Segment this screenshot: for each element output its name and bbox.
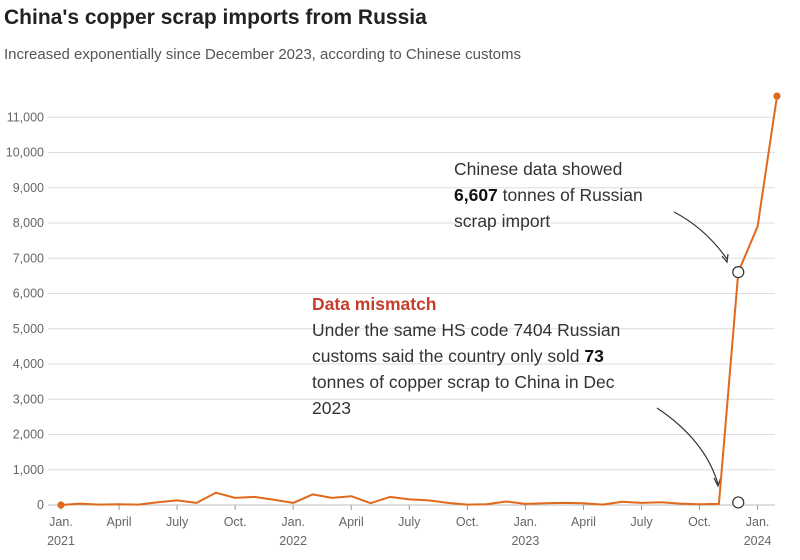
x-tick-label: April bbox=[339, 515, 364, 529]
x-tick-label: July bbox=[166, 515, 189, 529]
data-point-marker bbox=[57, 501, 65, 509]
y-tick-label: 2,000 bbox=[13, 428, 44, 442]
x-tick-label: Jan. bbox=[49, 515, 73, 529]
annotation-arrows bbox=[656, 211, 729, 488]
annotation-arrowhead-chinese bbox=[721, 253, 729, 264]
annotation-chinese-data: Chinese data showed 6,607 tonnes of Russ… bbox=[454, 156, 643, 234]
annotation-mismatch-value: 73 bbox=[584, 346, 604, 366]
x-tick-year-label: 2024 bbox=[744, 534, 772, 548]
x-tick-year-label: 2022 bbox=[279, 534, 307, 548]
y-tick-label: 4,000 bbox=[13, 357, 44, 371]
x-tick-label: Jan. bbox=[746, 515, 770, 529]
annotation-arrow-chinese bbox=[673, 211, 728, 260]
annotation-mismatch-line1: Under the same HS code 7404 Russian bbox=[312, 320, 621, 340]
chart-subtitle: Increased exponentially since December 2… bbox=[4, 46, 521, 63]
y-tick-label: 1,000 bbox=[13, 463, 44, 477]
annotation-chinese-line2-text: tonnes of Russian bbox=[497, 185, 643, 205]
annotation-chinese-value: 6,607 bbox=[454, 185, 498, 205]
y-tick-label: 0 bbox=[37, 498, 44, 512]
y-tick-label: 9,000 bbox=[13, 181, 44, 195]
x-tick-year-label: 2023 bbox=[511, 534, 539, 548]
chart-title: China's copper scrap imports from Russia bbox=[4, 6, 427, 29]
annotation-chinese-line1: Chinese data showed bbox=[454, 159, 623, 179]
annotation-chinese-line3: scrap import bbox=[454, 211, 551, 231]
y-tick-label: 10,000 bbox=[6, 146, 44, 160]
y-tick-label: 11,000 bbox=[7, 110, 44, 124]
annotation-mismatch-line2: customs said the country only sold 73 bbox=[312, 343, 620, 369]
x-tick-label: July bbox=[398, 515, 421, 529]
highlight-marker-chinese-data bbox=[732, 266, 745, 279]
highlight-marker-russian-data bbox=[732, 496, 745, 509]
x-tick-label: Oct. bbox=[688, 515, 711, 529]
annotation-mismatch-heading: Data mismatch bbox=[312, 294, 437, 314]
gridlines bbox=[48, 116, 775, 506]
y-tick-label: 7,000 bbox=[13, 251, 44, 265]
x-tick-label: April bbox=[571, 515, 596, 529]
x-tick-label: Jan. bbox=[514, 515, 538, 529]
annotation-data-mismatch: Data mismatch Under the same HS code 740… bbox=[312, 291, 620, 421]
annotation-mismatch-line4: 2023 bbox=[312, 398, 351, 418]
x-tick-label: Jan. bbox=[281, 515, 305, 529]
x-tick-label: Oct. bbox=[224, 515, 247, 529]
annotation-arrow-mismatch bbox=[656, 407, 719, 485]
data-series bbox=[57, 92, 781, 509]
x-tick-label: Oct. bbox=[456, 515, 479, 529]
y-tick-label: 3,000 bbox=[13, 392, 44, 406]
data-point-marker bbox=[773, 92, 781, 100]
annotation-mismatch-line3: tonnes of copper scrap to China in Dec bbox=[312, 372, 615, 392]
annotation-chinese-line2: 6,607 tonnes of Russian bbox=[454, 182, 643, 208]
x-axis-labels: Jan. 2021 April July Oct. Jan. 2022 April July Oc… bbox=[47, 505, 772, 548]
y-tick-label: 5,000 bbox=[13, 322, 44, 336]
x-tick-label: April bbox=[107, 515, 132, 529]
x-tick-label: July bbox=[630, 515, 653, 529]
y-tick-label: 8,000 bbox=[13, 216, 44, 230]
y-axis-labels: 0 1,000 2,000 3,000 4,000 5,000 6,000 7,000 8,00… bbox=[6, 110, 44, 512]
annotation-mismatch-line2-text: customs said the country only sold bbox=[312, 346, 585, 366]
x-tick-year-label: 2021 bbox=[47, 534, 75, 548]
y-tick-label: 6,000 bbox=[13, 287, 44, 301]
series-line-china-imports bbox=[60, 95, 778, 506]
